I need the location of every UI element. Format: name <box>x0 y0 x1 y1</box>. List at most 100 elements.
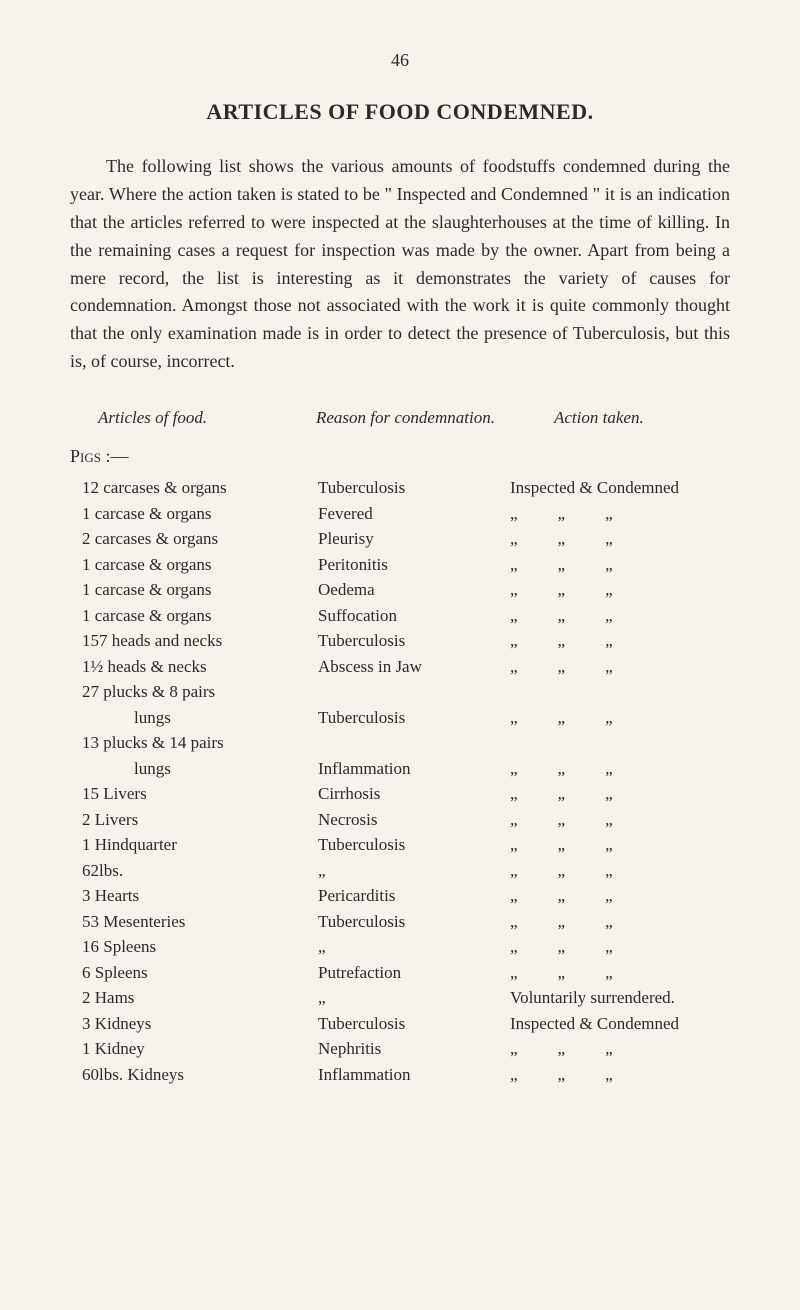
ditto-mark: „ <box>558 628 566 654</box>
ditto-mark: „ <box>605 1036 613 1062</box>
table-row: 157 heads and necksTuberculosis„„„ <box>70 628 730 654</box>
table-row: 53 MesenteriesTuberculosis„„„ <box>70 909 730 935</box>
ditto-mark: „ <box>558 756 566 782</box>
ditto-marks: „„„ <box>510 807 613 833</box>
reason-cell: Pleurisy <box>318 526 510 552</box>
ditto-mark: „ <box>558 1062 566 1088</box>
article-cell: 2 Hams <box>70 985 318 1011</box>
ditto-mark: „ <box>558 552 566 578</box>
reason-cell: Inflammation <box>318 756 510 782</box>
article-cell: 1 carcase & organs <box>70 552 318 578</box>
ditto-mark: „ <box>558 654 566 680</box>
ditto-marks: „„„ <box>510 781 613 807</box>
ditto-marks: „„„ <box>510 603 613 629</box>
ditto-marks: „„„ <box>510 654 613 680</box>
ditto-mark: „ <box>558 960 566 986</box>
column-header-reason: Reason for condemnation. <box>316 408 554 428</box>
ditto-marks: „„„ <box>510 883 613 909</box>
action-cell: „„„ <box>510 858 730 884</box>
reason-cell: Tuberculosis <box>318 475 510 501</box>
section-header-pigs: Pigs :— <box>70 446 730 467</box>
table-row: lungsTuberculosis„„„ <box>70 705 730 731</box>
table-row: 1 carcase & organsSuffocation„„„ <box>70 603 730 629</box>
column-header-articles: Articles of food. <box>98 408 316 428</box>
reason-cell: Abscess in Jaw <box>318 654 510 680</box>
ditto-mark: „ <box>510 960 518 986</box>
action-cell: „„„ <box>510 781 730 807</box>
article-cell: 62lbs. <box>70 858 318 884</box>
table-row: 12 carcases & organsTuberculosisInspecte… <box>70 475 730 501</box>
ditto-mark: „ <box>558 603 566 629</box>
table-row: lungsInflammation„„„ <box>70 756 730 782</box>
ditto-mark: „ <box>558 883 566 909</box>
reason-cell: Oedema <box>318 577 510 603</box>
action-cell: „„„ <box>510 807 730 833</box>
table-row: 1½ heads & necksAbscess in Jaw„„„ <box>70 654 730 680</box>
article-cell: 1 Hindquarter <box>70 832 318 858</box>
action-cell: „„„ <box>510 756 730 782</box>
ditto-mark: „ <box>510 628 518 654</box>
reason-cell: Tuberculosis <box>318 628 510 654</box>
action-cell: „„„ <box>510 628 730 654</box>
ditto-mark: „ <box>510 705 518 731</box>
table-row: 1 carcase & organsOedema„„„ <box>70 577 730 603</box>
action-cell: „„„ <box>510 577 730 603</box>
ditto-marks: „„„ <box>510 1036 613 1062</box>
ditto-mark: „ <box>558 1036 566 1062</box>
ditto-mark: „ <box>510 552 518 578</box>
article-cell: 53 Mesenteries <box>70 909 318 935</box>
reason-cell: „ <box>318 858 510 884</box>
article-cell: 1 carcase & organs <box>70 603 318 629</box>
ditto-mark: „ <box>605 756 613 782</box>
ditto-mark: „ <box>605 934 613 960</box>
ditto-mark: „ <box>510 577 518 603</box>
action-cell: „„„ <box>510 705 730 731</box>
table-row: 1 KidneyNephritis„„„ <box>70 1036 730 1062</box>
action-cell: „„„ <box>510 909 730 935</box>
reason-cell: Putrefaction <box>318 960 510 986</box>
ditto-marks: „„„ <box>510 705 613 731</box>
ditto-mark: „ <box>605 552 613 578</box>
column-headers: Articles of food. Reason for condemnatio… <box>98 408 730 428</box>
reason-cell: Tuberculosis <box>318 909 510 935</box>
ditto-mark: „ <box>510 781 518 807</box>
ditto-marks: „„„ <box>510 1062 613 1088</box>
ditto-mark: „ <box>605 832 613 858</box>
ditto-mark: „ <box>605 1062 613 1088</box>
table-row: 27 plucks & 8 pairs <box>70 679 730 705</box>
article-cell: 6 Spleens <box>70 960 318 986</box>
ditto-marks: „„„ <box>510 501 613 527</box>
action-cell: Voluntarily surrendered. <box>510 985 730 1011</box>
action-cell: „„„ <box>510 883 730 909</box>
ditto-mark: „ <box>605 603 613 629</box>
ditto-marks: „„„ <box>510 832 613 858</box>
ditto-marks: „„„ <box>510 526 613 552</box>
table-row: 6 SpleensPutrefaction„„„ <box>70 960 730 986</box>
ditto-mark: „ <box>605 909 613 935</box>
ditto-mark: „ <box>558 526 566 552</box>
ditto-marks: „ „ „ <box>510 552 613 578</box>
table-row: 3 KidneysTuberculosisInspected & Condemn… <box>70 1011 730 1037</box>
ditto-mark: „ <box>605 705 613 731</box>
ditto-marks: „„„ <box>510 909 613 935</box>
table-row: 2 carcases & organsPleurisy„„„ <box>70 526 730 552</box>
ditto-mark: „ <box>510 909 518 935</box>
table-row: 15 LiversCirrhosis„„„ <box>70 781 730 807</box>
reason-cell: Suffocation <box>318 603 510 629</box>
table-row: 13 plucks & 14 pairs <box>70 730 730 756</box>
ditto-mark: „ <box>605 781 613 807</box>
ditto-marks: „„„ <box>510 934 613 960</box>
action-cell: „„„ <box>510 960 730 986</box>
table-row: 2 Hams„Voluntarily surrendered. <box>70 985 730 1011</box>
column-header-action: Action taken. <box>554 408 730 428</box>
ditto-mark: „ <box>510 807 518 833</box>
reason-cell: Peritonitis <box>318 552 510 578</box>
action-cell: „„„ <box>510 526 730 552</box>
reason-cell: „ <box>318 985 510 1011</box>
action-cell: „„„ <box>510 934 730 960</box>
reason-cell: „ <box>318 934 510 960</box>
main-title: ARTICLES OF FOOD CONDEMNED. <box>70 99 730 125</box>
ditto-mark: „ <box>605 858 613 884</box>
article-cell: 2 Livers <box>70 807 318 833</box>
ditto-mark: „ <box>558 577 566 603</box>
